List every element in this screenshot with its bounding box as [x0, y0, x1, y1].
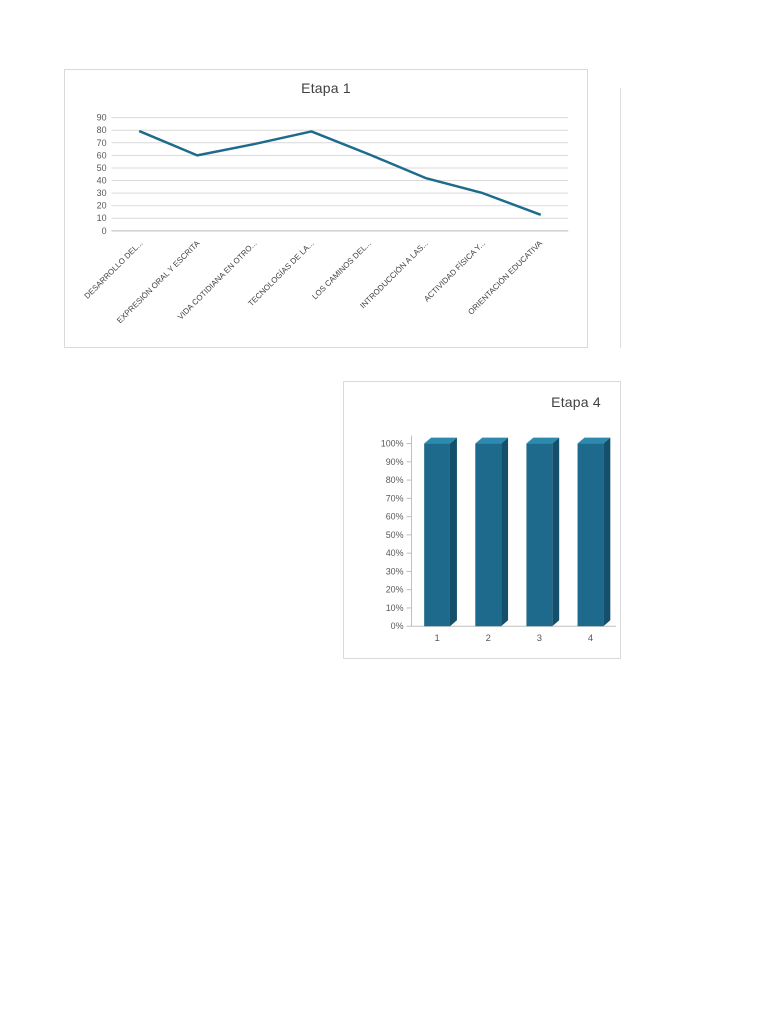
bar-top-face: [475, 437, 509, 444]
y-axis-tick-label: 60%: [386, 512, 404, 522]
y-axis-tick-label: 40%: [386, 548, 404, 558]
y-axis-tick-label: 0%: [391, 621, 404, 631]
y-axis-tick-label: 70%: [386, 493, 404, 503]
bar-top-face: [424, 437, 457, 444]
bar-side-face: [449, 437, 457, 627]
x-axis-category-label: TECNOLOGÍAS DE LA...: [246, 239, 315, 308]
y-axis-tick-label: 20%: [386, 585, 404, 595]
clipped-chart-edge: [620, 88, 621, 348]
x-axis-category-label: LOS CAMINOS DEL...: [310, 239, 373, 302]
bar-front-face: [577, 443, 604, 627]
y-axis-tick-label: 60: [97, 150, 107, 160]
y-axis-tick-label: 70: [97, 138, 107, 148]
x-axis-category-label: 4: [588, 632, 593, 643]
y-axis-tick-label: 0: [102, 226, 107, 236]
bar-side-face: [501, 437, 509, 627]
y-axis-tick-label: 30: [97, 188, 107, 198]
x-axis-category-label: DESARROLLO DEL...: [83, 239, 145, 301]
y-axis-tick-label: 80: [97, 125, 107, 135]
x-axis-category-label: 3: [537, 632, 542, 643]
y-axis-tick-label: 20: [97, 201, 107, 211]
etapa4-chart-title: Etapa 4: [551, 394, 601, 410]
x-axis-category-label: ACTIVIDAD FÍSICA Y...: [422, 239, 487, 304]
y-axis-tick-label: 10: [97, 213, 107, 223]
y-axis-tick-label: 40: [97, 176, 107, 186]
x-axis-category-label: 1: [434, 632, 439, 643]
y-axis-tick-label: 80%: [386, 475, 404, 485]
bar-top-face: [526, 437, 560, 444]
bar-side-face: [603, 437, 611, 627]
etapa1-line-chart: Etapa 1 0 10 20 30 40 50 60 70 80 90 DESARROLLO DE…: [64, 69, 588, 348]
y-axis-tick-label: 50%: [386, 530, 404, 540]
y-axis-tick-label: 90%: [386, 457, 404, 467]
x-axis-category-label: INTRODUCCIÓN A LAS...: [358, 239, 430, 311]
etapa1-chart-title: Etapa 1: [301, 80, 351, 96]
y-axis-tick-label: 90: [97, 113, 107, 123]
bar-front-face: [475, 443, 502, 627]
etapa4-bar-chart-canvas: 0% 10% 20% 30% 40% 50% 60% 70% 80% 90% 100% 1 2 3 4: [381, 435, 617, 643]
y-axis-tick-label: 30%: [386, 566, 404, 576]
bar-top-face: [577, 437, 611, 444]
y-axis-tick-label: 100%: [381, 439, 404, 449]
y-axis-tick-label: 50: [97, 163, 107, 173]
bar-side-face: [552, 437, 560, 627]
x-axis-category-label: 2: [486, 632, 491, 643]
line-series: [138, 130, 541, 216]
y-axis-tick-label: 10%: [386, 603, 404, 613]
bar-front-face: [526, 443, 553, 627]
bar-front-face: [424, 443, 450, 627]
etapa4-bar-chart: Etapa 4 0% 10% 20% 30% 40% 50% 60% 70% 80% 90% 100…: [343, 381, 621, 659]
